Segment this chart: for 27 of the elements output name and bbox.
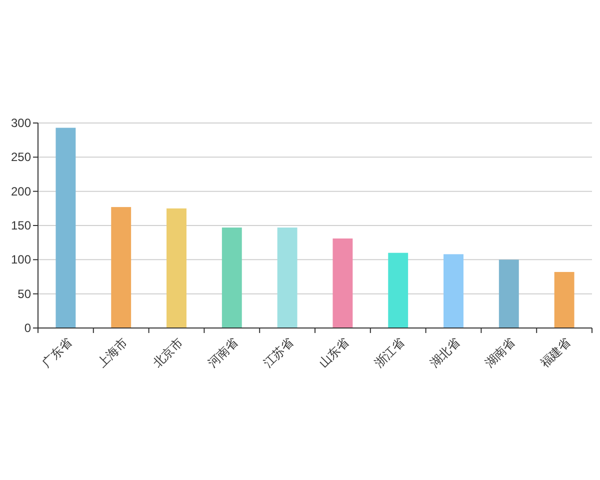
y-tick-label: 300 [10,116,32,130]
x-tick-label: 广东省 [39,335,75,370]
y-tick-label: 100 [10,252,32,267]
x-tick-label: 上海市 [94,335,130,370]
bar [498,260,519,328]
bar [111,207,132,328]
y-tick-label: 250 [10,150,32,164]
x-tick-label: 浙江省 [372,335,408,370]
x-tick-label: 湖南省 [482,335,518,370]
x-tick-label: 北京市 [150,335,186,370]
bar [444,254,464,328]
y-tick-label: 50 [18,286,32,301]
bar [554,272,574,328]
y-tick-label: 150 [10,218,32,232]
bar [332,238,353,328]
x-tick-label: 河南省 [205,335,241,370]
bar [222,228,242,328]
y-tick-label: 0 [24,321,32,335]
x-tick-label: 湖北省 [427,335,462,370]
bar [166,208,186,328]
bar [388,252,408,328]
x-tick-label: 山东省 [316,335,352,370]
bar [277,228,298,328]
bar [56,128,76,328]
x-tick-label: 福建省 [538,335,574,370]
y-tick-label: 200 [10,184,32,198]
x-tick-label: 江苏省 [260,335,296,370]
